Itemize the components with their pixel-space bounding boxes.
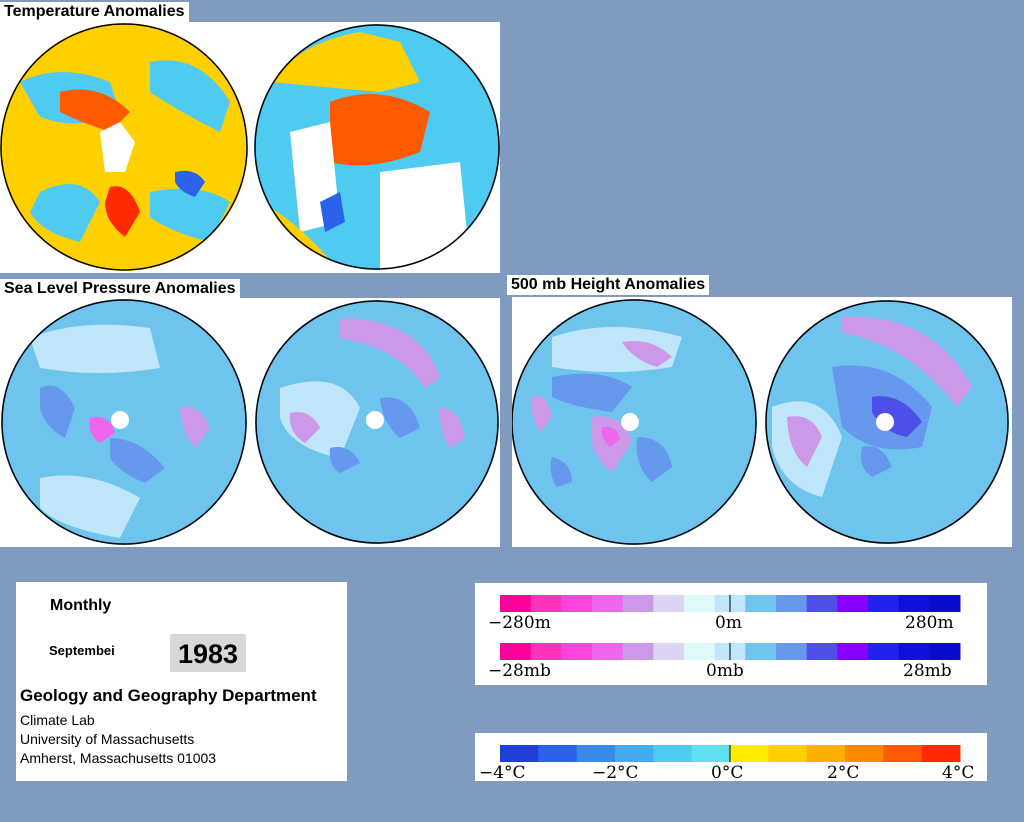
temperature-legend-svg: −4°C −2°C 0°C 2°C 4°C — [479, 745, 974, 781]
height-tick-max: 280m — [905, 613, 954, 633]
colorbar-swatch — [745, 643, 777, 660]
colorbar-swatch — [806, 595, 838, 612]
slp-maps-panel — [0, 298, 500, 547]
department-label: Geology and Geography Department — [20, 686, 317, 705]
colorbar-swatch — [615, 745, 654, 762]
h500-maps — [512, 299, 1009, 545]
colorbar-swatch — [592, 595, 624, 612]
h500-anomalies-title: 500 mb Height Anomalies — [507, 275, 710, 295]
colorbar-swatch — [806, 643, 838, 660]
colorbar-swatch — [653, 745, 693, 762]
colorbar-swatch — [868, 595, 900, 612]
h500-maps-panel — [512, 297, 1012, 547]
temperature-anomalies-title: Temperature Anomalies — [0, 2, 189, 22]
colorbar-swatch — [530, 595, 562, 612]
year-label: 1983 — [170, 634, 246, 672]
colorbar-swatch — [500, 745, 539, 762]
colorbar-swatch — [691, 745, 731, 762]
colorbar-swatch — [561, 643, 593, 660]
colorbar-swatch — [929, 643, 961, 660]
temp-map-south — [254, 24, 500, 270]
colorbar-swatch — [868, 643, 900, 660]
month-label: Septembei — [49, 643, 115, 658]
info-line-university: University of Massachusetts — [20, 731, 195, 747]
anomaly-legend: −280m 0m 280m −28mb 0mb 28mb — [475, 583, 987, 685]
colorbar-swatch — [622, 595, 654, 612]
colorbar-swatch — [622, 643, 654, 660]
height-tick-zero: 0m — [715, 613, 742, 633]
anomaly-legend-svg: −280m 0m 280m −28mb 0mb 28mb — [488, 595, 961, 681]
temp-tick-minus2: −2°C — [592, 763, 639, 781]
temp-tick-zero: 0°C — [711, 763, 743, 781]
height-colorbar — [500, 595, 961, 612]
colorbar-swatch — [837, 595, 869, 612]
colorbar-swatch — [730, 745, 769, 762]
colorbar-swatch — [592, 643, 624, 660]
pressure-tick-min: −28mb — [488, 661, 551, 681]
colorbar-swatch — [500, 595, 532, 612]
colorbar-swatch — [776, 595, 808, 612]
height-tick-min: −280m — [488, 613, 551, 633]
slp-map-south — [255, 300, 499, 544]
temperature-maps — [0, 23, 500, 271]
temp-tick-minus4: −4°C — [479, 763, 526, 781]
temperature-legend: −4°C −2°C 0°C 2°C 4°C — [475, 733, 987, 781]
colorbar-swatch — [745, 595, 777, 612]
colorbar-swatch — [538, 745, 578, 762]
colorbar-swatch — [845, 745, 884, 762]
h500-map-south — [765, 300, 1009, 544]
temperature-maps-panel — [0, 22, 500, 273]
colorbar-swatch — [768, 745, 808, 762]
colorbar-swatch — [653, 595, 685, 612]
temp-tick-plus4: 4°C — [942, 763, 974, 781]
slp-map-north — [1, 299, 247, 545]
colorbar-swatch — [776, 643, 808, 660]
slp-maps — [1, 299, 499, 545]
colorbar-swatch — [500, 643, 532, 660]
colorbar-swatch — [898, 595, 930, 612]
colorbar-swatch — [898, 643, 930, 660]
colorbar-swatch — [921, 745, 961, 762]
info-box: Monthly Septembei 1983 Geology and Geogr… — [16, 582, 347, 781]
pressure-tick-zero: 0mb — [706, 661, 744, 681]
colorbar-swatch — [653, 643, 685, 660]
colorbar-swatch — [883, 745, 923, 762]
slp-anomalies-title: Sea Level Pressure Anomalies — [0, 279, 240, 299]
colorbar-swatch — [929, 595, 961, 612]
colorbar-swatch — [561, 595, 593, 612]
colorbar-swatch — [684, 643, 716, 660]
colorbar-swatch — [530, 643, 562, 660]
frequency-label: Monthly — [50, 597, 112, 614]
colorbar-swatch — [684, 595, 716, 612]
h500-map-north — [512, 299, 757, 545]
temp-map-north — [0, 23, 248, 271]
colorbar-swatch — [837, 643, 869, 660]
temperature-colorbar — [500, 745, 961, 762]
colorbar-swatch — [806, 745, 846, 762]
colorbar-swatch — [576, 745, 616, 762]
info-line-lab: Climate Lab — [20, 712, 95, 728]
temp-tick-plus2: 2°C — [827, 763, 859, 781]
pressure-tick-max: 28mb — [903, 661, 952, 681]
pressure-colorbar — [500, 643, 961, 660]
info-line-address: Amherst, Massachusetts 01003 — [20, 750, 217, 766]
